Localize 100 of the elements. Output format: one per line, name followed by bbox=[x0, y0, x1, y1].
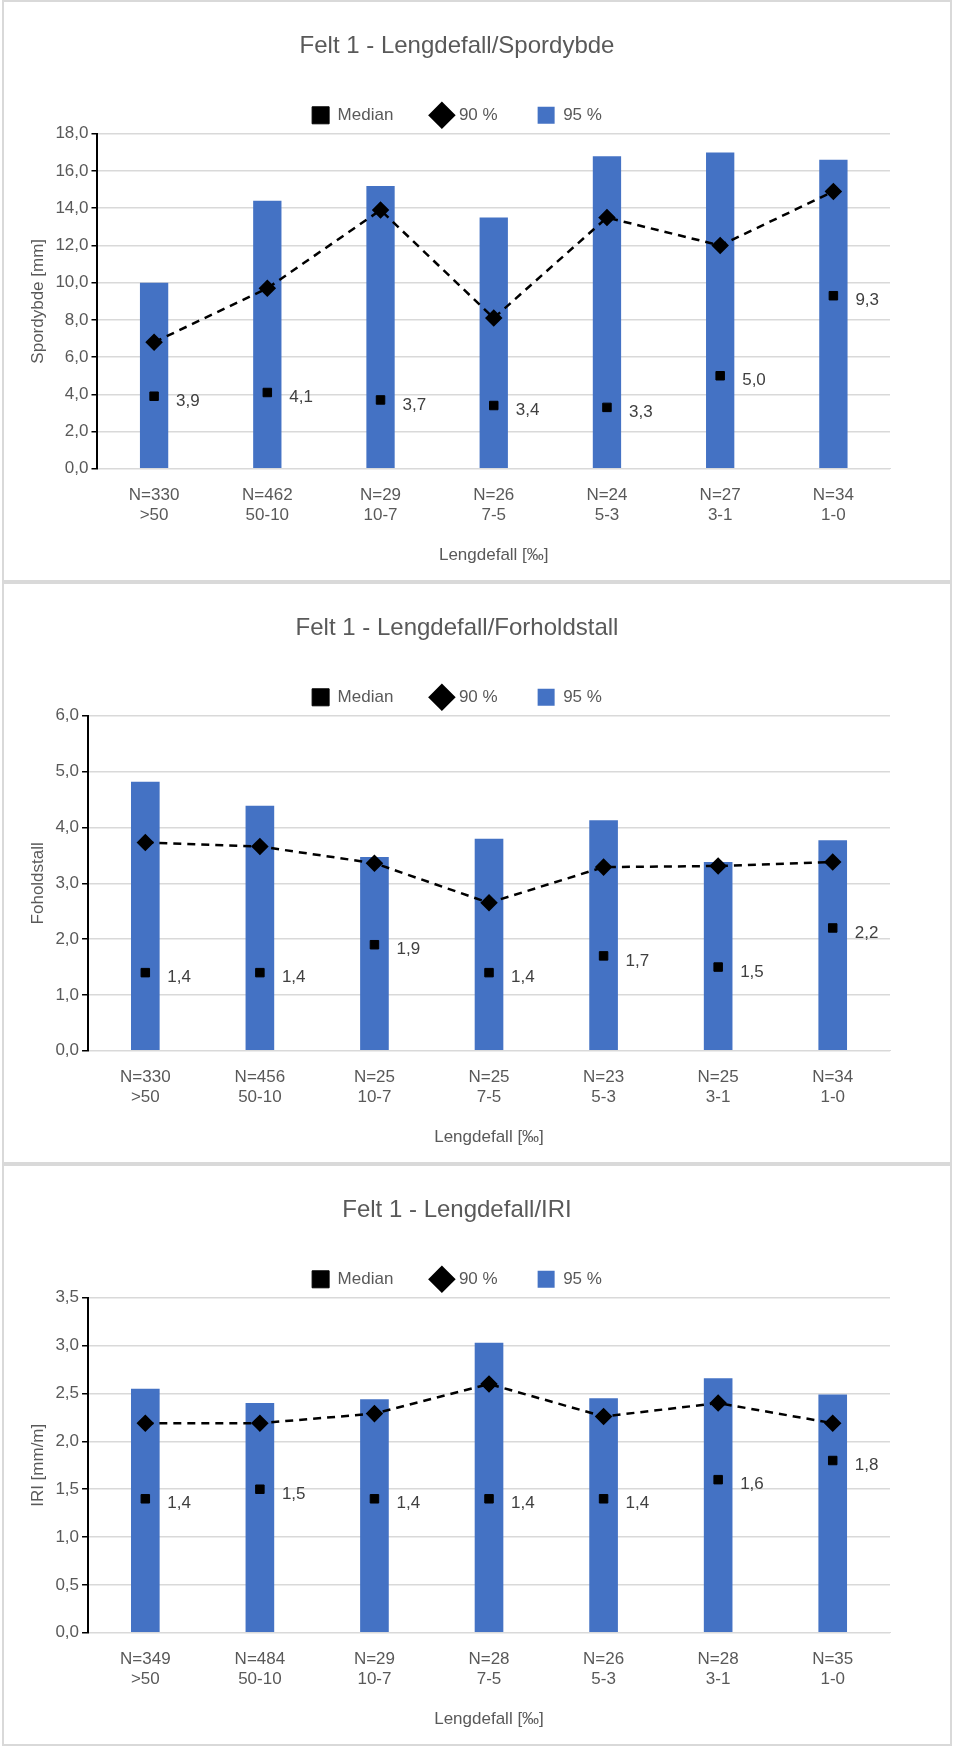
point bbox=[251, 1414, 269, 1432]
y-tick-label: 6,0 bbox=[55, 705, 80, 725]
point bbox=[715, 371, 725, 381]
point bbox=[485, 309, 502, 327]
data-label: 5,0 bbox=[742, 370, 766, 390]
bar bbox=[245, 1403, 275, 1633]
point bbox=[824, 1414, 841, 1432]
y-tick-label: 0,0 bbox=[55, 1622, 80, 1642]
point bbox=[825, 183, 842, 200]
data-label: 1,4 bbox=[281, 967, 306, 987]
point bbox=[366, 1405, 383, 1422]
point bbox=[255, 1484, 265, 1494]
data-label: 1,4 bbox=[167, 1493, 191, 1513]
point bbox=[366, 854, 383, 872]
x-tick-label: N=35 1-0 bbox=[812, 1648, 854, 1689]
legend-label: 90 % bbox=[458, 1268, 498, 1288]
legend-label: 95 % bbox=[563, 104, 602, 124]
y-tick-label: 1,0 bbox=[55, 984, 80, 1004]
legend-label: 90 % bbox=[458, 686, 498, 706]
legend-label: Median bbox=[337, 686, 394, 706]
x-tick-label: N=349 >50 bbox=[120, 1648, 171, 1689]
data-label: 1,4 bbox=[511, 967, 535, 987]
x-tick-label: N=26 7-5 bbox=[473, 484, 515, 525]
y-tick-label: 16,0 bbox=[55, 160, 89, 180]
x-tick-label: N=28 3-1 bbox=[697, 1648, 739, 1689]
point bbox=[827, 1455, 838, 1466]
x-tick-label: N=25 10-7 bbox=[353, 1066, 396, 1107]
point bbox=[489, 400, 499, 411]
chart-title: Felt 1 - Lengdefall/IRI bbox=[342, 1195, 572, 1223]
y-tick-label: 3,0 bbox=[55, 872, 80, 892]
data-label: 1,5 bbox=[740, 961, 764, 981]
point bbox=[140, 967, 151, 978]
bar bbox=[819, 159, 848, 469]
bar bbox=[131, 1388, 160, 1633]
bar bbox=[474, 838, 504, 1051]
point bbox=[251, 838, 269, 855]
point bbox=[595, 1408, 612, 1425]
bar bbox=[131, 781, 160, 1051]
point bbox=[713, 1474, 723, 1485]
point bbox=[484, 967, 494, 978]
y-tick-label: 3,5 bbox=[55, 1287, 80, 1307]
point bbox=[259, 280, 276, 297]
x-axis-title: Lengdefall [‰] bbox=[434, 1127, 544, 1147]
point bbox=[369, 939, 380, 950]
y-tick-label: 1,0 bbox=[55, 1526, 80, 1546]
legend-label: Median bbox=[337, 104, 394, 124]
x-tick-label: N=462 50-10 bbox=[242, 484, 293, 525]
point bbox=[709, 857, 727, 875]
y-tick-label: 12,0 bbox=[55, 235, 89, 255]
data-label: 3,7 bbox=[402, 394, 427, 414]
x-tick-label: N=34 1-0 bbox=[812, 484, 854, 525]
y-tick-label: 2,0 bbox=[55, 1431, 80, 1451]
data-label: 2,2 bbox=[854, 922, 879, 942]
y-tick-label: 8,0 bbox=[64, 309, 89, 329]
bar bbox=[253, 200, 282, 469]
point bbox=[598, 951, 609, 961]
point bbox=[372, 201, 389, 219]
legend-label: 95 % bbox=[563, 686, 602, 706]
x-tick-label: N=29 10-7 bbox=[353, 1648, 396, 1689]
point bbox=[824, 853, 841, 871]
y-tick-label: 2,0 bbox=[55, 928, 80, 948]
point bbox=[255, 967, 265, 978]
point bbox=[709, 1394, 727, 1412]
bar bbox=[818, 840, 848, 1051]
x-tick-label: N=456 50-10 bbox=[234, 1066, 286, 1107]
bar bbox=[706, 152, 735, 469]
bar bbox=[474, 1342, 504, 1633]
point bbox=[595, 858, 612, 876]
point bbox=[598, 1494, 609, 1504]
bar bbox=[366, 185, 395, 469]
point bbox=[375, 395, 386, 405]
point bbox=[711, 237, 729, 254]
x-tick-label: N=23 5-3 bbox=[583, 1066, 625, 1107]
y-tick-label: 3,0 bbox=[55, 1335, 80, 1355]
legend-label: 90 % bbox=[458, 104, 498, 124]
x-tick-label: N=26 5-3 bbox=[583, 1648, 625, 1689]
bar bbox=[479, 217, 508, 469]
point bbox=[480, 894, 498, 912]
data-label: 1,4 bbox=[625, 1493, 650, 1513]
x-tick-label: N=484 50-10 bbox=[234, 1648, 286, 1689]
legend-label: Median bbox=[337, 1268, 394, 1288]
point bbox=[828, 290, 839, 301]
x-tick-label: N=27 3-1 bbox=[699, 484, 741, 525]
x-tick-label: N=29 10-7 bbox=[359, 484, 402, 525]
y-tick-label: 0,0 bbox=[64, 458, 89, 478]
data-label: 1,7 bbox=[625, 950, 650, 970]
y-tick-label: 0,0 bbox=[55, 1040, 80, 1060]
x-tick-label: N=28 7-5 bbox=[468, 1648, 510, 1689]
bar bbox=[360, 1399, 389, 1633]
bar bbox=[589, 1398, 618, 1633]
point bbox=[480, 1375, 498, 1393]
bar bbox=[592, 156, 622, 469]
x-tick-label: N=34 1-0 bbox=[812, 1066, 854, 1107]
point bbox=[145, 333, 163, 351]
y-tick-label: 10,0 bbox=[55, 272, 89, 292]
data-label: 1,6 bbox=[740, 1474, 764, 1494]
point bbox=[140, 1494, 151, 1504]
bar bbox=[818, 1394, 848, 1633]
bar bbox=[703, 1378, 733, 1633]
y-tick-label: 4,0 bbox=[55, 817, 80, 837]
